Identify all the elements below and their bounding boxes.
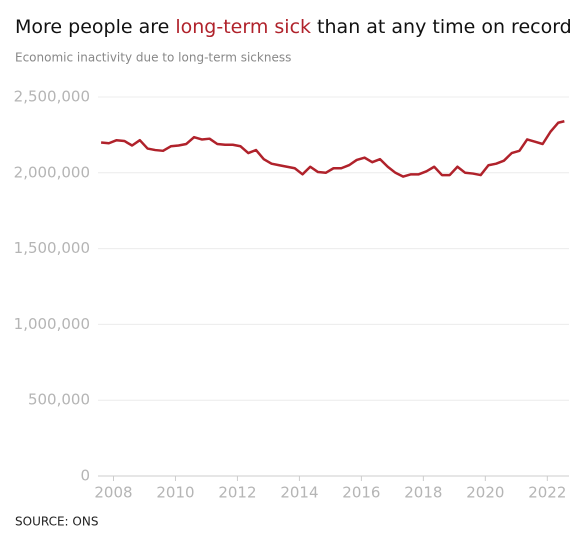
x-tick-label: 2020 <box>466 484 504 502</box>
title-part: More people are <box>15 16 175 38</box>
y-tick-label: 1,500,000 <box>14 239 90 257</box>
chart-title: More people are long-term sick than at a… <box>15 16 572 38</box>
chart-subtitle: Economic inactivity due to long-term sic… <box>15 51 291 65</box>
y-tick-label: 500,000 <box>28 391 90 409</box>
y-tick-label: 2,500,000 <box>14 88 90 106</box>
y-tick-label: 0 <box>80 467 90 485</box>
x-tick-label: 2018 <box>404 484 442 502</box>
y-tick-label: 2,000,000 <box>14 163 90 181</box>
x-tick-label: 2016 <box>342 484 380 502</box>
x-tick-label: 2012 <box>218 484 256 502</box>
x-tick-label: 2022 <box>528 484 566 502</box>
x-tick-label: 2008 <box>94 484 132 502</box>
y-tick-label: 1,000,000 <box>14 315 90 333</box>
title-part: than at any time on record <box>311 16 572 38</box>
source: SOURCE: ONS <box>15 515 98 529</box>
title-highlight: long-term sick <box>175 16 311 38</box>
x-tick-label: 2014 <box>280 484 318 502</box>
line <box>100 120 565 178</box>
x-tick-label: 2010 <box>156 484 194 502</box>
